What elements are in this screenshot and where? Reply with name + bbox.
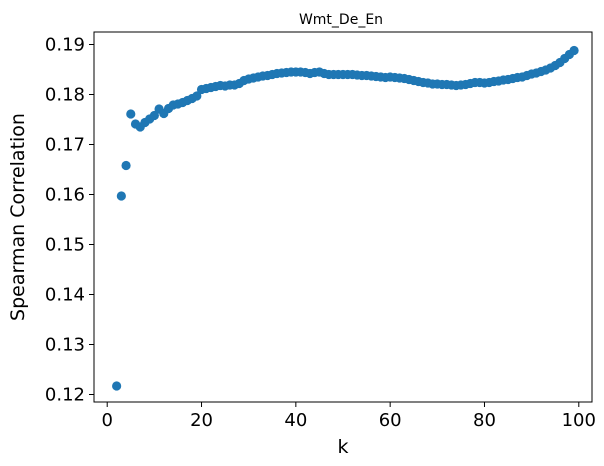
y-tick-label: 0.18 xyxy=(45,85,85,106)
y-tick-label: 0.12 xyxy=(45,385,85,406)
y-tick-label: 0.14 xyxy=(45,285,85,306)
data-point xyxy=(112,381,122,391)
y-tick-label: 0.15 xyxy=(45,235,85,256)
data-point xyxy=(192,91,202,101)
data-point xyxy=(116,191,126,201)
data-points xyxy=(112,45,579,391)
chart-title: Wmt_De_En xyxy=(299,12,383,28)
x-tick-label: 40 xyxy=(284,410,307,431)
data-point xyxy=(121,160,131,171)
x-axis: 0 20 40 60 80 100 xyxy=(101,402,596,431)
x-tick-label: 20 xyxy=(190,410,213,431)
y-axis-label: Spearman Correlation xyxy=(7,113,29,321)
plot-frame xyxy=(93,31,593,403)
y-tick-label: 0.17 xyxy=(45,135,85,156)
y-axis: 0.12 0.13 0.14 0.15 0.16 0.17 0.18 0.19 xyxy=(45,35,94,406)
x-tick-label: 100 xyxy=(562,410,596,431)
x-tick-label: 0 xyxy=(101,410,112,431)
x-tick-label: 60 xyxy=(379,410,402,431)
data-point xyxy=(569,45,579,56)
y-tick-label: 0.13 xyxy=(45,335,85,356)
data-point xyxy=(126,109,136,119)
y-tick-label: 0.16 xyxy=(45,185,85,206)
y-tick-label: 0.19 xyxy=(45,35,85,56)
x-axis-label: k xyxy=(337,436,348,458)
data-point xyxy=(149,110,159,121)
x-tick-label: 80 xyxy=(473,410,496,431)
